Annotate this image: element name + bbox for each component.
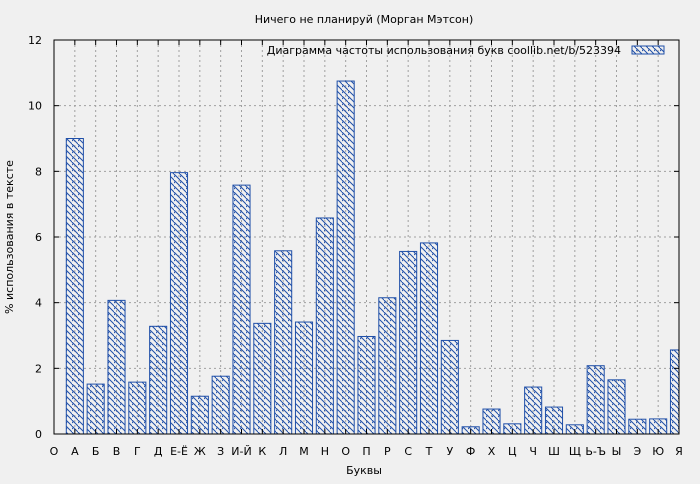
x-tick-label: В	[113, 445, 121, 458]
bar-7	[169, 172, 189, 435]
x-tick-label: О	[50, 445, 59, 458]
bar-28	[607, 379, 626, 435]
bar-8	[190, 395, 209, 435]
x-tick-label: С	[404, 445, 412, 458]
x-tick-label: Ф	[466, 445, 475, 458]
x-tick-label: Е-Ё	[170, 445, 188, 458]
x-tick-label: Я	[675, 445, 683, 458]
x-tick-label: Г	[134, 445, 141, 458]
bar-5	[128, 381, 147, 435]
bar-3	[86, 383, 105, 435]
y-tick-label: 4	[35, 297, 42, 310]
x-tick-label: Ж	[194, 445, 206, 458]
y-tick-label: 6	[35, 231, 42, 244]
x-tick-label: А	[71, 445, 79, 458]
legend-label: Диаграмма частоты использования букв coo…	[267, 44, 621, 57]
x-ticks: О А Б В Г Д Е-Ё Ж З И-Й К Л М Н О П Р С Т У Ф Х Ц Ч Ш Щ Ь-Ъ Ы Э Ю Я	[50, 40, 683, 458]
bar-14	[315, 217, 334, 435]
x-tick-label: Н	[321, 445, 329, 458]
x-tick-label: Б	[92, 445, 100, 458]
x-tick-label: З	[217, 445, 224, 458]
bar-9	[211, 375, 230, 435]
y-ticks: 0 2 4 6 8 10 12	[28, 34, 679, 441]
x-tick-label: Э	[633, 445, 641, 458]
bar-10	[232, 184, 251, 435]
x-tick-label: И-Й	[231, 445, 251, 458]
bar-16	[357, 335, 376, 435]
bar-11	[253, 322, 272, 435]
x-tick-label: Ь-Ъ	[585, 445, 606, 458]
bar-2	[65, 138, 84, 435]
bar-27	[586, 365, 605, 435]
x-tick-label: Ю	[652, 445, 664, 458]
x-axis-label: Буквы	[346, 464, 382, 477]
x-tick-label: О	[341, 445, 350, 458]
x-tick-label: У	[446, 445, 453, 458]
x-tick-label: Д	[154, 445, 163, 458]
x-tick-label: Р	[384, 445, 391, 458]
y-tick-label: 0	[35, 428, 42, 441]
bar-31	[669, 349, 680, 435]
y-tick-label: 10	[28, 100, 42, 113]
x-tick-label: Т	[425, 445, 433, 458]
y-tick-label: 2	[35, 362, 42, 375]
bar-13	[294, 321, 314, 435]
y-tick-label: 12	[28, 34, 42, 47]
bar-6	[149, 325, 168, 435]
x-tick-label: К	[258, 445, 266, 458]
x-tick-label: П	[362, 445, 370, 458]
bar-24	[524, 386, 543, 435]
bar-4	[107, 299, 126, 435]
y-tick-label: 8	[35, 165, 42, 178]
x-tick-label: Ы	[612, 445, 622, 458]
x-tick-label: Х	[488, 445, 496, 458]
x-tick-label: Щ	[569, 445, 581, 458]
x-tick-label: Ц	[508, 445, 517, 458]
bars	[65, 80, 680, 435]
bar-12	[274, 250, 293, 435]
bar-20	[440, 339, 459, 435]
legend: Диаграмма частоты использования букв coo…	[267, 44, 665, 57]
legend-swatch	[631, 45, 665, 55]
x-tick-label: М	[299, 445, 309, 458]
bar-18	[399, 250, 418, 435]
bar-19	[419, 242, 439, 435]
x-tick-label: Ш	[548, 445, 560, 458]
bar-15	[336, 80, 355, 435]
bar-17	[378, 297, 397, 435]
y-axis-label: % использования в тексте	[3, 160, 16, 314]
chart-title: Ничего не планируй (Морган Мэтсон)	[255, 13, 474, 26]
x-tick-label: Ч	[529, 445, 537, 458]
x-tick-label: Л	[279, 445, 287, 458]
